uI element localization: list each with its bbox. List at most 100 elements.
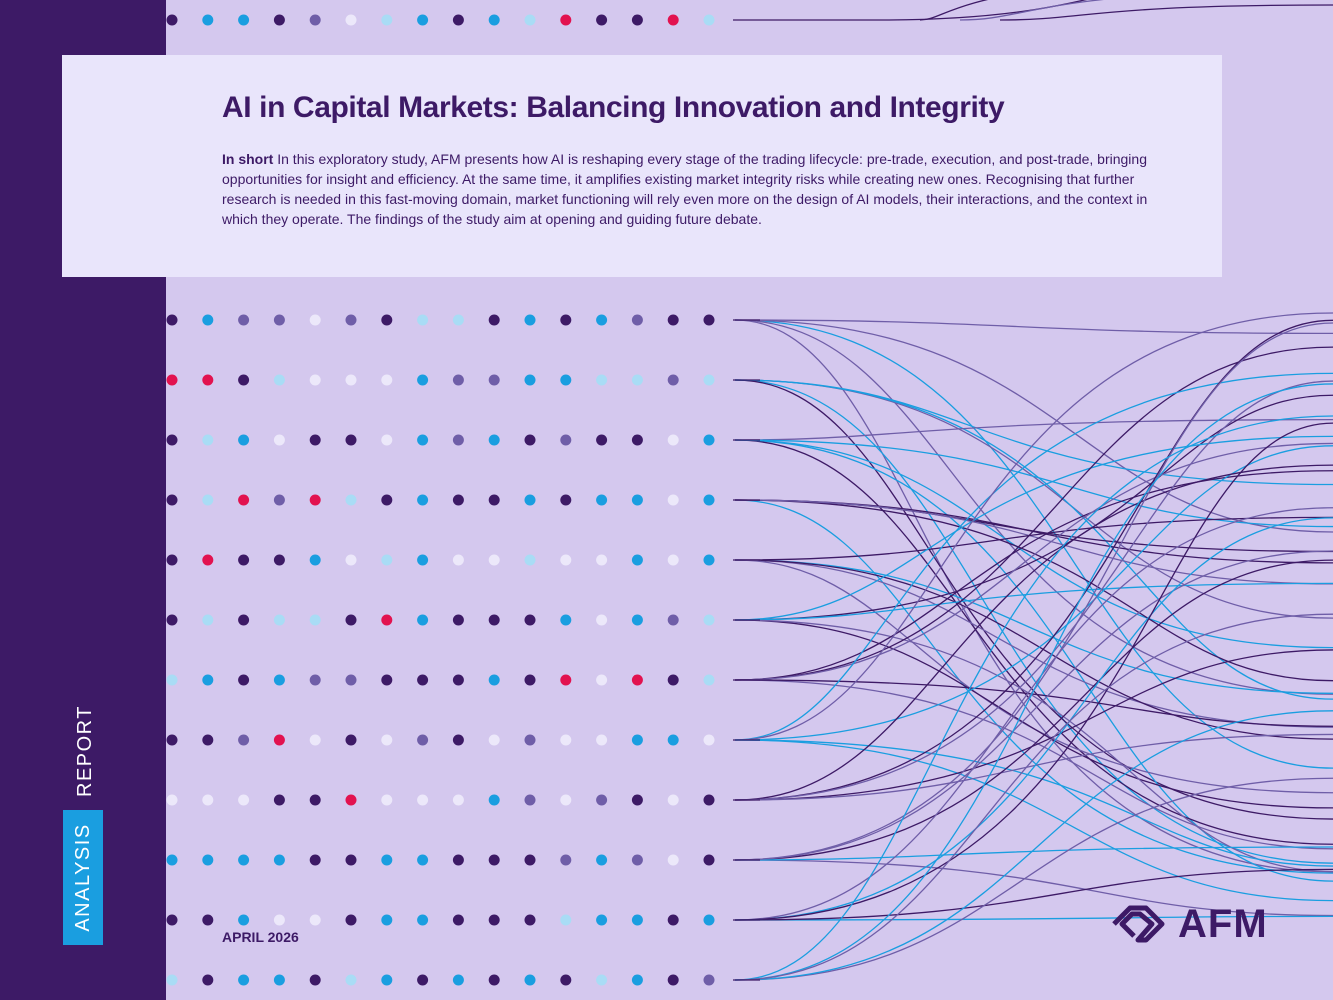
sidebar-type: REPORT [74, 705, 96, 797]
dot [345, 494, 357, 506]
dot [452, 914, 464, 926]
dot [560, 794, 572, 806]
dot [631, 854, 643, 866]
dot [273, 854, 285, 866]
dot [345, 674, 357, 686]
flow-line [734, 439, 1333, 649]
dot [166, 614, 178, 626]
flow-line [734, 319, 1333, 335]
dot [631, 434, 643, 446]
dot [452, 14, 464, 26]
flow-line [734, 383, 1333, 981]
dot [488, 914, 500, 926]
dot [238, 794, 250, 806]
dot [309, 854, 321, 866]
dot [631, 914, 643, 926]
dot [703, 434, 715, 446]
dot [202, 494, 214, 506]
dot [166, 494, 178, 506]
dot [273, 794, 285, 806]
flow-line [734, 442, 1333, 681]
dot [452, 614, 464, 626]
dot [703, 734, 715, 746]
dot [417, 554, 429, 566]
dot [596, 674, 608, 686]
dot [524, 494, 536, 506]
dot [381, 914, 393, 926]
dot [488, 674, 500, 686]
dot [560, 974, 572, 986]
dot [309, 674, 321, 686]
dot [273, 734, 285, 746]
dot [381, 974, 393, 986]
dot [417, 734, 429, 746]
dot [381, 674, 393, 686]
dot [631, 314, 643, 326]
dot [596, 554, 608, 566]
dot [524, 734, 536, 746]
dot [273, 614, 285, 626]
dot [381, 494, 393, 506]
dot [667, 854, 679, 866]
dot [703, 974, 715, 986]
dot [166, 14, 178, 26]
flow-line [734, 379, 1333, 820]
logo-icon [1112, 905, 1165, 943]
flow-line [734, 649, 1333, 801]
flow-line [734, 464, 1333, 801]
dot [202, 674, 214, 686]
dot [238, 374, 250, 386]
flow-line [734, 859, 1333, 917]
dot [631, 374, 643, 386]
dot [631, 494, 643, 506]
dot [596, 974, 608, 986]
dot [560, 434, 572, 446]
dot [631, 974, 643, 986]
dot [452, 434, 464, 446]
dot [452, 674, 464, 686]
dot [238, 434, 250, 446]
dot [488, 14, 500, 26]
dot [381, 14, 393, 26]
dot [703, 914, 715, 926]
flow-line [734, 322, 1333, 861]
dot [417, 14, 429, 26]
dot [166, 854, 178, 866]
dot [166, 734, 178, 746]
dot [202, 614, 214, 626]
dot [309, 374, 321, 386]
dot [703, 794, 715, 806]
title: AI in Capital Markets: Balancing Innovat… [222, 91, 1005, 124]
dot [166, 554, 178, 566]
flow-line [734, 439, 1333, 845]
dot [238, 674, 250, 686]
dot [238, 854, 250, 866]
dot [560, 314, 572, 326]
dot [381, 734, 393, 746]
dot [309, 614, 321, 626]
flow-line [959, 0, 1105, 21]
dot [596, 854, 608, 866]
dot [524, 554, 536, 566]
flow-line [734, 380, 1333, 801]
dot [488, 614, 500, 626]
flow-line [734, 379, 1333, 486]
sidebar-label: ANALYSIS [63, 810, 103, 945]
dot [202, 14, 214, 26]
dot [238, 974, 250, 986]
flow-line [734, 868, 1333, 921]
dot [345, 794, 357, 806]
dot [309, 974, 321, 986]
dot [381, 434, 393, 446]
dot [238, 554, 250, 566]
flow-line [734, 739, 1333, 902]
flow-line [734, 915, 1333, 921]
dot [166, 674, 178, 686]
dot [596, 314, 608, 326]
flow-line [734, 439, 1333, 882]
dot [703, 614, 715, 626]
dot [309, 554, 321, 566]
flow-line [734, 312, 1333, 741]
dot [273, 674, 285, 686]
